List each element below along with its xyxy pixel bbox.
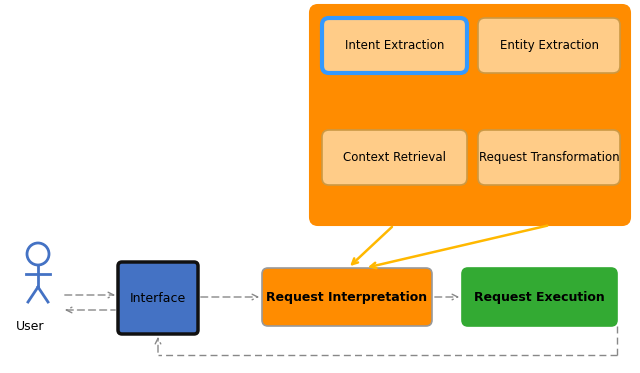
FancyBboxPatch shape [262,268,432,326]
Text: Context Retrieval: Context Retrieval [343,151,446,164]
Text: Request Execution: Request Execution [474,291,605,304]
FancyBboxPatch shape [118,262,198,334]
FancyBboxPatch shape [478,18,620,73]
Text: Entity Extraction: Entity Extraction [499,39,598,52]
FancyBboxPatch shape [310,5,630,225]
Text: Request Transformation: Request Transformation [479,151,620,164]
FancyBboxPatch shape [462,268,617,326]
Text: Request Interpretation: Request Interpretation [266,291,428,304]
FancyBboxPatch shape [322,18,467,73]
FancyBboxPatch shape [478,130,620,185]
FancyBboxPatch shape [322,130,467,185]
Text: User: User [16,320,44,333]
Text: Intent Extraction: Intent Extraction [345,39,444,52]
Text: Interface: Interface [130,292,186,304]
